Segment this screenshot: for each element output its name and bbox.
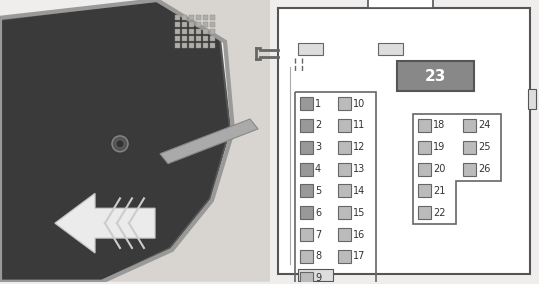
- Bar: [300, 250, 313, 263]
- Bar: [210, 15, 215, 20]
- Bar: [182, 43, 187, 48]
- Bar: [210, 22, 215, 27]
- Bar: [418, 185, 431, 197]
- Text: 8: 8: [315, 251, 321, 261]
- Text: 19: 19: [433, 142, 445, 152]
- Bar: [300, 185, 313, 197]
- Bar: [463, 141, 476, 154]
- Text: 20: 20: [433, 164, 445, 174]
- Text: 22: 22: [433, 208, 446, 218]
- Text: 11: 11: [353, 120, 365, 130]
- Bar: [182, 22, 187, 27]
- Bar: [300, 119, 313, 132]
- Bar: [189, 29, 194, 34]
- Bar: [528, 89, 536, 109]
- Text: 2: 2: [315, 120, 321, 130]
- Polygon shape: [55, 193, 155, 253]
- Bar: [175, 43, 180, 48]
- Bar: [203, 15, 208, 20]
- Bar: [189, 36, 194, 41]
- Text: 13: 13: [353, 164, 365, 174]
- Bar: [278, 8, 530, 274]
- Circle shape: [116, 140, 124, 148]
- Bar: [338, 206, 351, 219]
- Text: 18: 18: [433, 120, 445, 130]
- Bar: [175, 36, 180, 41]
- Bar: [463, 163, 476, 176]
- Bar: [182, 36, 187, 41]
- Text: 26: 26: [478, 164, 490, 174]
- Text: 17: 17: [353, 251, 365, 261]
- Bar: [189, 15, 194, 20]
- Text: 12: 12: [353, 142, 365, 152]
- Polygon shape: [368, 0, 433, 8]
- Bar: [418, 141, 431, 154]
- Text: 1: 1: [315, 99, 321, 109]
- Bar: [338, 119, 351, 132]
- Bar: [175, 29, 180, 34]
- Bar: [196, 36, 201, 41]
- Polygon shape: [0, 0, 230, 282]
- Bar: [203, 43, 208, 48]
- Bar: [463, 119, 476, 132]
- Bar: [300, 228, 313, 241]
- Text: 3: 3: [315, 142, 321, 152]
- Bar: [203, 22, 208, 27]
- Bar: [338, 163, 351, 176]
- Bar: [378, 43, 403, 55]
- Bar: [210, 36, 215, 41]
- Bar: [300, 206, 313, 219]
- Bar: [300, 272, 313, 284]
- Bar: [175, 15, 180, 20]
- Bar: [418, 206, 431, 219]
- Text: 25: 25: [478, 142, 490, 152]
- Bar: [338, 250, 351, 263]
- Bar: [338, 185, 351, 197]
- Bar: [300, 97, 313, 110]
- Circle shape: [112, 136, 128, 152]
- Text: 6: 6: [315, 208, 321, 218]
- Bar: [196, 22, 201, 27]
- Bar: [189, 22, 194, 27]
- Bar: [300, 141, 313, 154]
- Bar: [418, 119, 431, 132]
- Bar: [298, 43, 323, 55]
- Bar: [175, 22, 180, 27]
- Bar: [300, 163, 313, 176]
- Bar: [298, 269, 333, 281]
- Bar: [196, 15, 201, 20]
- Text: 9: 9: [315, 273, 321, 283]
- Bar: [182, 29, 187, 34]
- Bar: [338, 97, 351, 110]
- Bar: [338, 228, 351, 241]
- Bar: [338, 141, 351, 154]
- Bar: [203, 29, 208, 34]
- Bar: [210, 29, 215, 34]
- Text: 24: 24: [478, 120, 490, 130]
- Text: 21: 21: [433, 186, 445, 196]
- Bar: [182, 15, 187, 20]
- Text: 15: 15: [353, 208, 365, 218]
- Bar: [196, 29, 201, 34]
- Bar: [189, 43, 194, 48]
- Text: 10: 10: [353, 99, 365, 109]
- Bar: [418, 163, 431, 176]
- Text: 4: 4: [315, 164, 321, 174]
- Text: 7: 7: [315, 229, 321, 240]
- Polygon shape: [160, 119, 258, 164]
- FancyBboxPatch shape: [397, 62, 474, 91]
- Polygon shape: [100, 0, 270, 282]
- Text: 23: 23: [425, 69, 446, 84]
- Text: 14: 14: [353, 186, 365, 196]
- Text: 5: 5: [315, 186, 321, 196]
- Bar: [210, 43, 215, 48]
- Bar: [196, 43, 201, 48]
- Bar: [203, 36, 208, 41]
- Text: 16: 16: [353, 229, 365, 240]
